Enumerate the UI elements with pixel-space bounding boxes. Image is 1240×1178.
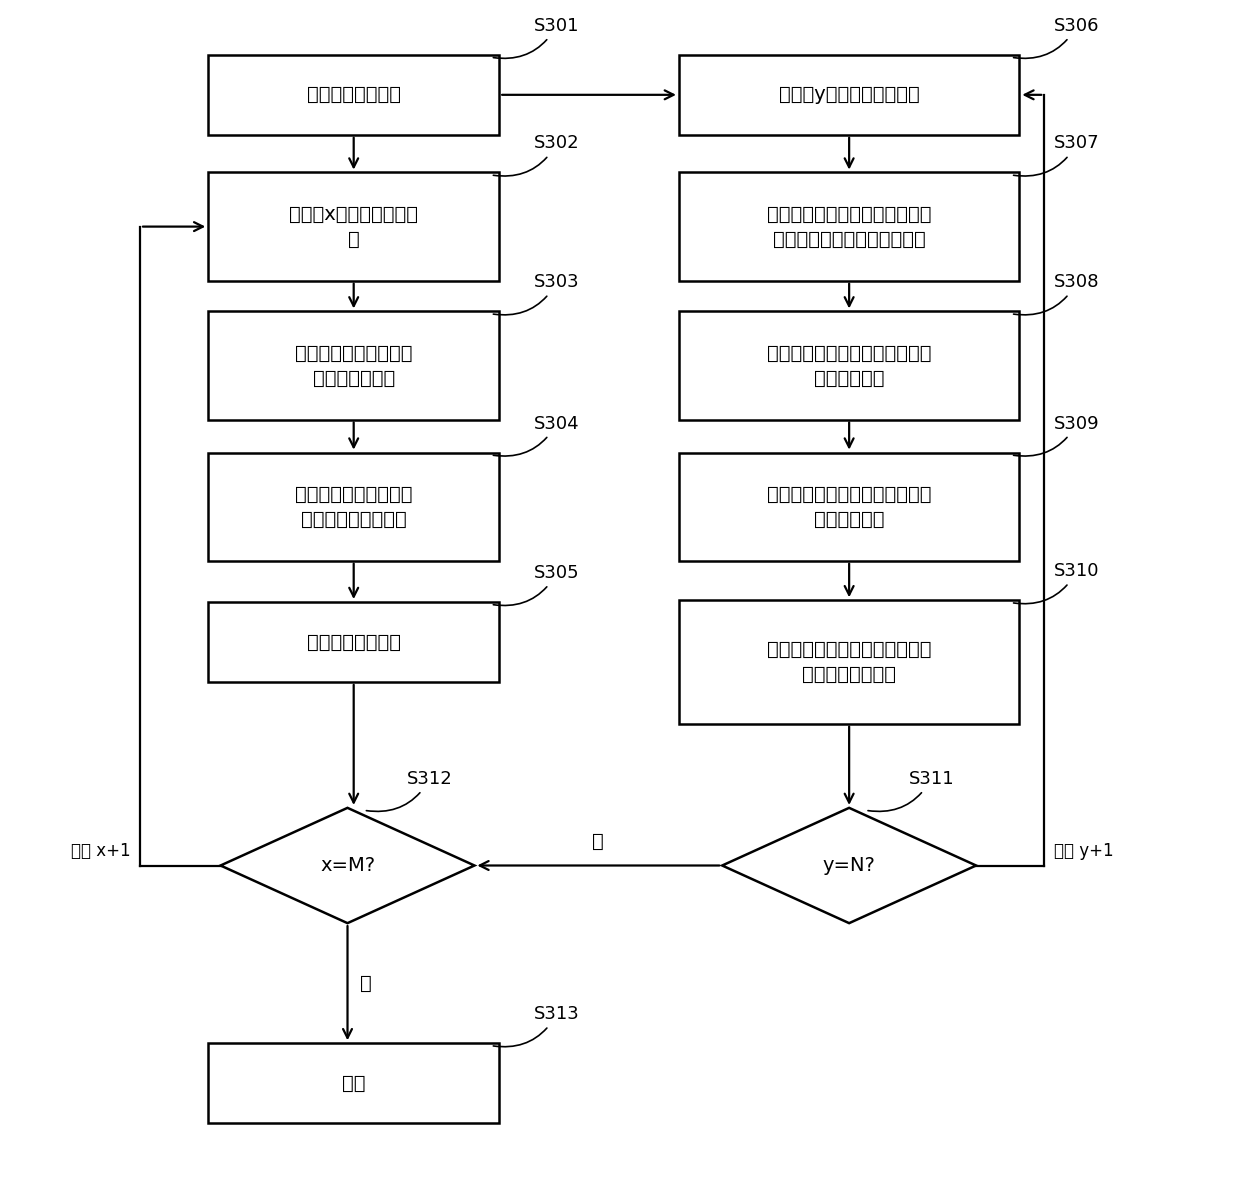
FancyBboxPatch shape xyxy=(208,452,500,561)
Text: S310: S310 xyxy=(1013,562,1100,604)
Text: 用户界面列表数据: 用户界面列表数据 xyxy=(306,85,401,105)
Text: S312: S312 xyxy=(366,770,453,812)
Text: 根据卡片类型字段确定
卡片的内部布局: 根据卡片类型字段确定 卡片的内部布局 xyxy=(295,344,413,388)
Text: 解析第x个卡片的字典数
据: 解析第x个卡片的字典数 据 xyxy=(289,205,418,249)
Text: S307: S307 xyxy=(1013,134,1100,176)
FancyBboxPatch shape xyxy=(678,452,1019,561)
FancyBboxPatch shape xyxy=(208,172,500,280)
Text: 根据组件的组件类型字段确定组
件的内部用户界面元素和布局: 根据组件的组件类型字段确定组 件的内部用户界面元素和布局 xyxy=(766,205,931,249)
Text: x=M?: x=M? xyxy=(320,856,374,875)
FancyBboxPatch shape xyxy=(208,311,500,419)
Text: 否， y+1: 否， y+1 xyxy=(1054,841,1114,860)
Text: S313: S313 xyxy=(494,1005,579,1047)
Text: S306: S306 xyxy=(1013,16,1100,59)
Text: 根据卡片样式字段确定
卡片的内部整体样式: 根据卡片样式字段确定 卡片的内部整体样式 xyxy=(295,484,413,529)
Polygon shape xyxy=(722,808,976,924)
Text: S309: S309 xyxy=(1013,415,1100,456)
Text: 是: 是 xyxy=(360,974,372,993)
Polygon shape xyxy=(221,808,475,924)
Text: S304: S304 xyxy=(494,415,579,456)
Text: 解析组件业务字段，将组件与对
应的业务数据绑定: 解析组件业务字段，将组件与对 应的业务数据绑定 xyxy=(766,640,931,684)
FancyBboxPatch shape xyxy=(678,172,1019,280)
FancyBboxPatch shape xyxy=(208,55,500,134)
Text: S302: S302 xyxy=(494,134,579,176)
Text: 是: 是 xyxy=(593,833,604,852)
FancyBboxPatch shape xyxy=(678,55,1019,134)
FancyBboxPatch shape xyxy=(208,1044,500,1123)
Text: y=N?: y=N? xyxy=(822,856,875,875)
Text: 根据组件的组件业务字段确定组
件的交互方式: 根据组件的组件业务字段确定组 件的交互方式 xyxy=(766,484,931,529)
Text: S311: S311 xyxy=(868,770,955,812)
Text: 根据组件的组件样式字段确定组
件的内部样式: 根据组件的组件样式字段确定组 件的内部样式 xyxy=(766,344,931,388)
Text: S305: S305 xyxy=(494,564,579,605)
Text: S303: S303 xyxy=(494,273,579,315)
Text: S301: S301 xyxy=(494,16,579,59)
Text: 解析第y个组件的字典数据: 解析第y个组件的字典数据 xyxy=(779,85,920,105)
Text: 绘制: 绘制 xyxy=(342,1073,366,1093)
Text: 解析组件列表数据: 解析组件列表数据 xyxy=(306,633,401,651)
FancyBboxPatch shape xyxy=(208,602,500,682)
Text: S308: S308 xyxy=(1013,273,1100,315)
Text: 否， x+1: 否， x+1 xyxy=(71,841,130,860)
FancyBboxPatch shape xyxy=(678,600,1019,723)
FancyBboxPatch shape xyxy=(678,311,1019,419)
